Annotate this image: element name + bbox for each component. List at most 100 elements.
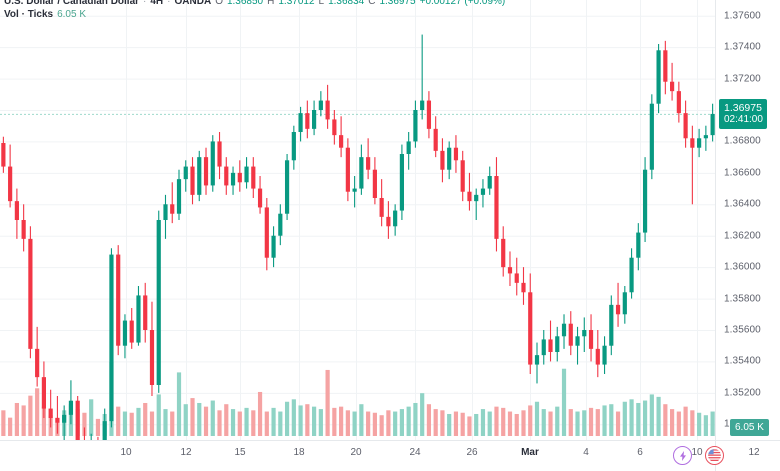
- volume-bar: [649, 394, 654, 436]
- candle-body: [325, 100, 330, 120]
- volume-bar: [595, 409, 600, 436]
- volume-bar: [1, 410, 6, 436]
- candle-body: [690, 138, 695, 148]
- volume-bar: [697, 412, 702, 436]
- time-tick: 15: [234, 447, 246, 458]
- candle-body: [548, 339, 553, 352]
- candle-body: [35, 348, 40, 378]
- volume-bar: [298, 405, 303, 436]
- volume-bar: [244, 407, 249, 436]
- volume-bar: [386, 410, 391, 436]
- candle-body: [244, 166, 249, 183]
- flash-icon[interactable]: [673, 446, 692, 465]
- candle-body: [595, 348, 600, 365]
- volume-bar: [156, 394, 161, 436]
- volume-bar: [413, 402, 418, 436]
- volume-bar: [521, 410, 526, 436]
- candle-body: [501, 238, 506, 268]
- time-axis[interactable]: 10 12 15 18 20 24 26 Mar 4 6 10 12: [0, 440, 780, 471]
- time-tick: 10: [691, 447, 703, 458]
- volume-bar: [433, 409, 438, 436]
- volume-bar: [534, 401, 540, 436]
- candle-body: [379, 198, 384, 217]
- candle-body: [480, 188, 486, 195]
- price-tick: 1.36600: [724, 167, 761, 179]
- volume-bar: [35, 388, 40, 436]
- volume-bar: [230, 409, 236, 436]
- volume-bar: [352, 411, 357, 436]
- candle-body: [399, 154, 404, 211]
- volume-bar: [224, 404, 229, 436]
- volume-bar: [561, 368, 567, 436]
- candle-body: [568, 323, 573, 346]
- price-tick: 1.35400: [724, 355, 761, 367]
- volume-bar: [278, 411, 283, 436]
- volume-bar: [670, 409, 675, 436]
- volume-bar: [541, 409, 546, 436]
- volume-badge: 6.05 K: [730, 419, 769, 436]
- time-tick: 10: [120, 447, 132, 458]
- volume-bar: [555, 406, 560, 436]
- volume-bar: [602, 405, 607, 436]
- volume-bar: [474, 413, 479, 436]
- volume-bar: [642, 400, 648, 436]
- candle-body: [116, 254, 121, 346]
- time-tick: 20: [350, 447, 362, 458]
- candle-body: [622, 292, 627, 315]
- candle-body: [224, 166, 229, 186]
- candle-body: [582, 330, 587, 337]
- volume-bar: [379, 415, 384, 436]
- candle-body: [372, 169, 377, 198]
- time-tick: 12: [180, 447, 192, 458]
- volume-bar: [494, 406, 499, 436]
- candle-body: [426, 100, 432, 129]
- price-tick: 1.37400: [724, 41, 761, 53]
- volume-bar: [393, 411, 398, 436]
- candle-body: [278, 213, 283, 236]
- candle-body: [615, 304, 621, 315]
- candle-body: [393, 210, 398, 227]
- volume-bar: [447, 413, 452, 436]
- candle-body: [413, 110, 418, 142]
- price-tick: 1.37600: [724, 10, 761, 22]
- volume-bar: [588, 407, 594, 436]
- volume-bar: [501, 407, 506, 436]
- candle-body: [312, 110, 317, 129]
- candle-body: [494, 176, 499, 239]
- candle-body: [670, 81, 675, 92]
- candle-body: [284, 160, 290, 214]
- price-axis[interactable]: 1.376001.374001.372001.370001.368001.366…: [715, 0, 780, 440]
- volume-bar: [149, 411, 155, 436]
- candle-body: [163, 204, 168, 220]
- candle-body: [55, 418, 60, 423]
- candle-body: [305, 113, 310, 129]
- volume-bar: [176, 372, 182, 436]
- volume-bar: [14, 402, 19, 436]
- volume-bar: [514, 413, 519, 436]
- volume-bar: [318, 409, 323, 436]
- volume-bar: [143, 402, 148, 436]
- current-price-badge: 1.36975 02:41:00: [719, 98, 767, 129]
- candle-body: [197, 157, 202, 195]
- volume-bar: [170, 411, 175, 436]
- time-tick: 18: [293, 447, 305, 458]
- candle-body: [237, 172, 242, 183]
- volume-bar: [683, 406, 688, 436]
- plot-area[interactable]: [0, 0, 716, 440]
- volume-bar: [629, 399, 634, 436]
- price-tick: 1.36800: [724, 135, 761, 147]
- volume-bar: [203, 406, 209, 436]
- volume-bar: [656, 396, 661, 436]
- candle-body: [575, 336, 580, 346]
- volume-bar: [636, 402, 641, 436]
- volume-bar: [663, 404, 668, 436]
- volume-bar: [197, 402, 202, 436]
- volume-bar: [460, 412, 465, 436]
- candle-body: [62, 414, 67, 423]
- us-flag-icon[interactable]: [705, 446, 724, 465]
- candle-body: [636, 232, 641, 258]
- candle-body: [75, 400, 80, 440]
- candlestick-series[interactable]: [0, 0, 716, 440]
- volume-bar: [568, 409, 573, 436]
